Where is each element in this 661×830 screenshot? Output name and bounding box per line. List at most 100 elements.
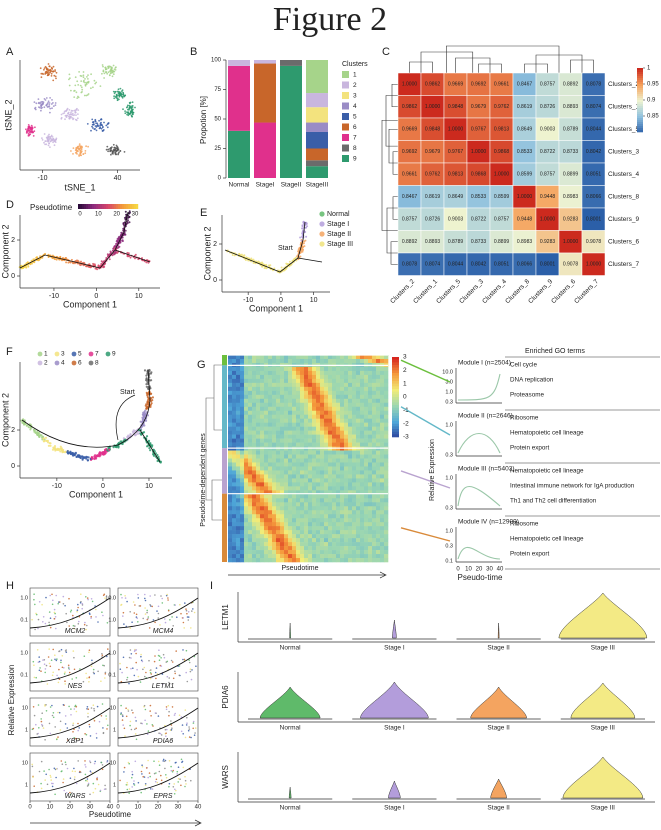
cell-point <box>144 599 147 602</box>
heatmap-cell <box>348 546 353 551</box>
heatmap-cell <box>288 526 293 531</box>
heatmap-cell <box>352 490 357 495</box>
heatmap-cell <box>384 422 389 427</box>
heatmap-cell <box>236 410 241 416</box>
heatmap-cell <box>288 510 293 515</box>
heatmap-cell <box>332 422 337 427</box>
cell-point <box>51 256 54 259</box>
pseudotime-arrow <box>228 571 387 579</box>
heatmap-cell <box>328 418 333 423</box>
heatmap-cell <box>276 530 281 535</box>
heatmap-cell <box>324 370 329 376</box>
heatmap-cell <box>336 422 341 427</box>
heatmap-cell <box>268 558 273 563</box>
cell-point <box>49 111 51 114</box>
colorbar <box>637 96 643 99</box>
heatmap-cell <box>320 414 325 419</box>
cell-point <box>75 710 78 713</box>
heatmap-cell <box>344 390 349 396</box>
heatmap-cell <box>332 458 337 463</box>
heatmap-cell <box>376 474 381 479</box>
heatmap-cell <box>228 526 233 531</box>
heatmap-cell <box>376 398 381 404</box>
heatmap-cell <box>268 542 273 547</box>
heatmap-cell <box>244 418 249 423</box>
cell-point <box>74 76 77 79</box>
heatmap-cell <box>312 442 317 447</box>
heatmap-cell <box>292 462 297 467</box>
heatmap-cell <box>348 498 353 503</box>
heatmap-cell <box>352 466 357 471</box>
heatmap-cell <box>360 534 365 539</box>
heatmap-cell <box>232 526 237 531</box>
cell-point <box>69 611 72 613</box>
cell-point <box>165 732 167 734</box>
cell-point <box>63 451 67 454</box>
cell-point <box>125 213 128 216</box>
cell-point <box>81 607 83 610</box>
cell-point <box>267 264 270 267</box>
cell-point <box>113 146 116 149</box>
heatmap-cell <box>316 494 321 499</box>
heatmap-cell <box>324 494 329 499</box>
cell-point <box>192 727 194 730</box>
heatmap-cell <box>368 438 373 443</box>
heatmap-cell <box>304 378 309 384</box>
heatmap-cell <box>240 398 245 404</box>
heatmap-cell <box>364 494 369 499</box>
cell-point <box>70 609 73 612</box>
heatmap-cell <box>380 422 385 427</box>
cell-point <box>42 73 44 75</box>
heatmap-cell <box>316 450 321 455</box>
heatmap-cell <box>320 390 325 396</box>
cell-point <box>101 64 104 66</box>
cell-point <box>75 705 78 708</box>
heatmap-cell <box>372 394 377 400</box>
heatmap-cell <box>364 470 369 475</box>
bar-segment <box>254 60 276 64</box>
heatmap-cell <box>280 530 285 535</box>
heatmap-cell <box>268 546 273 551</box>
heatmap-cell <box>292 558 297 563</box>
heatmap-cell <box>352 366 357 372</box>
heatmap-cell <box>360 366 365 372</box>
cell-point <box>29 263 32 266</box>
heatmap-cell <box>340 538 345 543</box>
heatmap-cell <box>244 526 249 531</box>
colorbar <box>637 70 643 73</box>
heatmap-cell <box>292 394 297 400</box>
heatmap-cell <box>320 510 325 515</box>
heatmap-cell <box>260 355 265 360</box>
heatmap-cell <box>340 390 345 396</box>
heatmap-cell <box>260 534 265 539</box>
heatmap-cell <box>308 402 313 408</box>
heatmap-cell <box>384 526 389 531</box>
heatmap-cell <box>312 374 317 380</box>
heatmap-cell <box>316 486 321 491</box>
heatmap-cell <box>268 486 273 491</box>
cell-point <box>58 601 60 603</box>
cell-point <box>132 712 134 714</box>
heatmap-cell <box>384 486 389 491</box>
heatmap-cell <box>384 510 389 515</box>
cell-point <box>48 138 51 140</box>
heatmap-cell <box>248 522 253 527</box>
heatmap-cell <box>324 402 329 408</box>
heatmap-cell <box>240 434 245 439</box>
heatmap-cell <box>308 466 313 471</box>
cell-point <box>164 724 166 727</box>
heatmap-cell <box>300 414 305 419</box>
cell-point <box>107 67 110 69</box>
heatmap-cell <box>260 394 265 400</box>
heatmap-cell <box>324 514 329 519</box>
colorbar <box>392 357 399 360</box>
heatmap-cell <box>276 502 281 507</box>
heatmap-cell <box>296 422 301 427</box>
heatmap-cell <box>368 422 373 427</box>
heatmap-cell <box>252 478 257 483</box>
cell-point <box>32 258 35 261</box>
heatmap-cell <box>328 486 333 491</box>
heatmap-cell <box>256 442 261 447</box>
heatmap-cell <box>276 414 281 419</box>
heatmap-cell <box>316 522 321 527</box>
